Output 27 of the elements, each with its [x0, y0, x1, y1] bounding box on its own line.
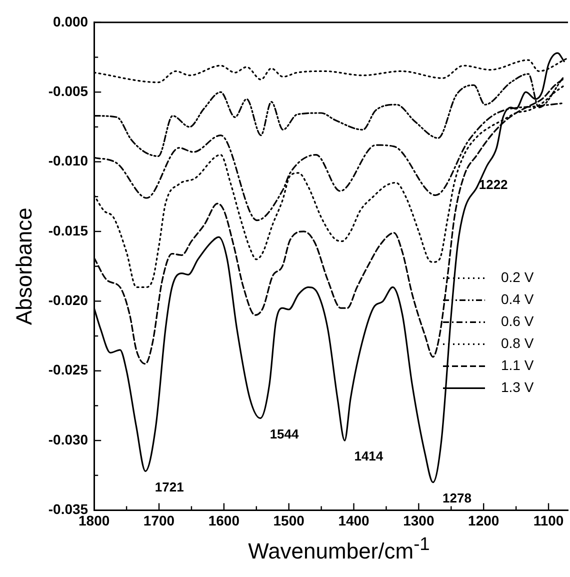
legend-label: 0.6 V — [501, 313, 534, 330]
x-axis-title: Wavenumber/cm$^{-1}$ — [247, 533, 431, 564]
legend-label: 0.8 V — [501, 335, 534, 352]
legend-label: 0.2 V — [501, 269, 534, 286]
legend-label: 0.4 V — [501, 291, 534, 308]
annotation: 1278 — [442, 490, 472, 506]
annotation: 1721 — [154, 479, 184, 494]
annotation: 1544 — [270, 426, 300, 442]
annotation: 1222 — [478, 176, 508, 192]
y-tick-label: -0.025 — [48, 362, 88, 378]
x-tick-label: 1400 — [338, 512, 370, 528]
y-tick-label: -0.005 — [48, 82, 88, 99]
y-tick-label: -0.020 — [48, 292, 88, 308]
legend-label: 1.3 V — [501, 379, 534, 396]
x-tick-label: 1600 — [208, 512, 240, 528]
y-axis-title: Absorbance — [11, 208, 36, 326]
x-tick-label: 1700 — [143, 512, 175, 528]
x-tick-label: 1300 — [403, 512, 434, 528]
x-tick-label: 1200 — [468, 512, 500, 528]
x-tick-label: 1500 — [273, 512, 305, 528]
legend-label: 1.1 V — [501, 357, 534, 374]
y-tick-label: -0.010 — [48, 152, 88, 169]
annotation: 1414 — [354, 448, 384, 464]
y-tick-label: -0.015 — [48, 222, 88, 238]
y-tick-label: -0.030 — [48, 431, 88, 448]
y-tick-label: 0.000 — [53, 13, 88, 30]
x-tick-label: 1100 — [533, 512, 564, 528]
